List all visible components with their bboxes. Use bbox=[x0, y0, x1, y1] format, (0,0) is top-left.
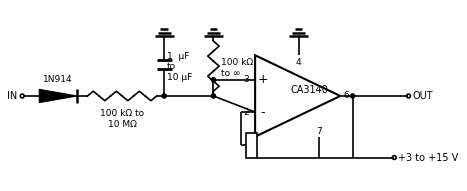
Text: 1N914: 1N914 bbox=[43, 75, 73, 84]
Text: 3: 3 bbox=[244, 75, 249, 84]
Text: -: - bbox=[261, 106, 265, 119]
Circle shape bbox=[212, 78, 216, 82]
Text: +3 to +15 V: +3 to +15 V bbox=[398, 152, 458, 163]
Text: OUT: OUT bbox=[412, 91, 433, 101]
Text: IN: IN bbox=[7, 91, 17, 101]
Circle shape bbox=[162, 94, 166, 98]
Text: 2: 2 bbox=[244, 108, 249, 117]
Polygon shape bbox=[39, 89, 77, 103]
Bar bbox=[246, 133, 257, 158]
Text: 1  μF
to
10 μF: 1 μF to 10 μF bbox=[167, 52, 192, 82]
Text: 100 kΩ to
10 MΩ: 100 kΩ to 10 MΩ bbox=[100, 109, 144, 129]
Text: 4: 4 bbox=[296, 58, 302, 67]
Text: CA3140: CA3140 bbox=[290, 85, 328, 95]
Text: +: + bbox=[257, 73, 268, 86]
Text: 100 kΩ
to ∞: 100 kΩ to ∞ bbox=[221, 58, 253, 78]
Circle shape bbox=[212, 94, 216, 98]
Circle shape bbox=[351, 94, 355, 98]
Text: 7: 7 bbox=[317, 126, 322, 135]
Text: 6: 6 bbox=[343, 91, 349, 100]
